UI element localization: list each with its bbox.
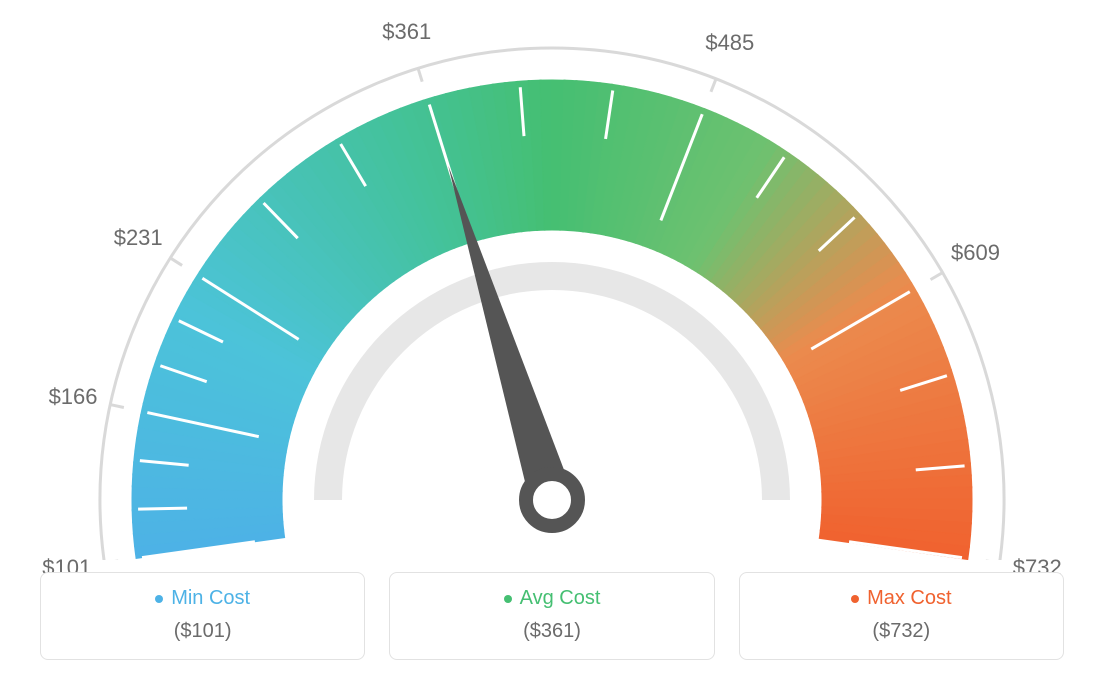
legend-value-text: ($732)	[750, 620, 1053, 643]
legend-title-text: Avg Cost	[520, 587, 601, 610]
gauge-tick-label: $485	[705, 30, 754, 56]
gauge-tick-label: $166	[49, 384, 98, 410]
gauge-tick-label: $609	[951, 240, 1000, 266]
gauge-tick-label: $361	[382, 19, 431, 45]
legend-min: Min Cost ($101)	[40, 572, 365, 660]
legend-avg: Avg Cost ($361)	[389, 572, 714, 660]
legend-title-text: Max Cost	[867, 587, 951, 610]
legend-value-text: ($361)	[400, 620, 703, 643]
legend-row: Min Cost ($101) Avg Cost ($361) Max Cost…	[40, 572, 1064, 660]
cost-gauge: $101$166$231$361$485$609$732	[0, 0, 1104, 560]
legend-value-text: ($101)	[51, 620, 354, 643]
legend-title-text: Min Cost	[171, 587, 250, 610]
legend-max: Max Cost ($732)	[739, 572, 1064, 660]
dot-icon	[155, 595, 163, 603]
gauge-tick-label: $231	[114, 225, 163, 251]
dot-icon	[504, 595, 512, 603]
dot-icon	[851, 595, 859, 603]
